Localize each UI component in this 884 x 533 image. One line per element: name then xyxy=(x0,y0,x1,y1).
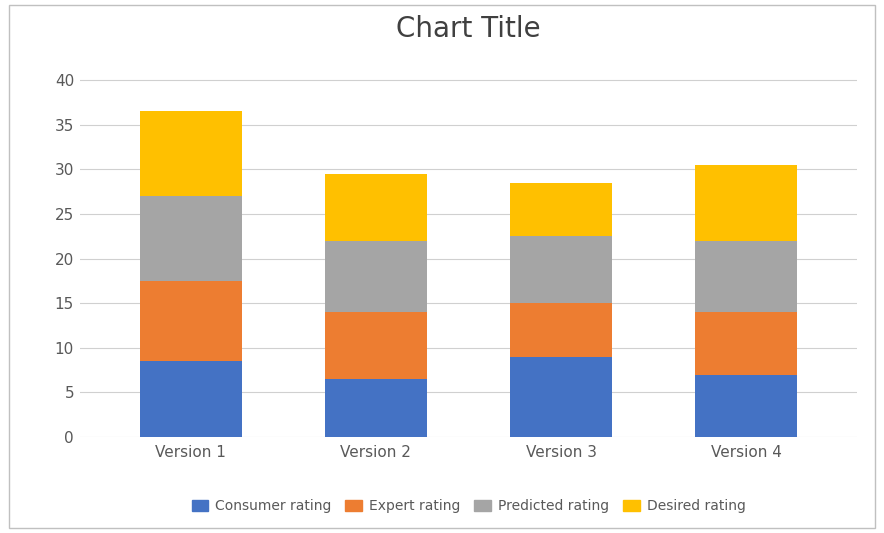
Bar xyxy=(696,165,797,241)
Bar xyxy=(510,183,612,236)
Bar xyxy=(140,111,241,196)
Bar xyxy=(325,312,427,379)
Bar xyxy=(325,241,427,312)
Bar xyxy=(325,379,427,437)
Bar xyxy=(325,174,427,241)
Bar xyxy=(140,361,241,437)
Bar xyxy=(140,196,241,281)
Bar xyxy=(510,303,612,357)
Bar xyxy=(696,375,797,437)
Legend: Consumer rating, Expert rating, Predicted rating, Desired rating: Consumer rating, Expert rating, Predicte… xyxy=(186,494,751,519)
Bar xyxy=(510,236,612,303)
Title: Chart Title: Chart Title xyxy=(396,14,541,43)
Bar xyxy=(696,241,797,312)
Bar xyxy=(140,281,241,361)
Bar xyxy=(696,312,797,375)
Bar xyxy=(510,357,612,437)
